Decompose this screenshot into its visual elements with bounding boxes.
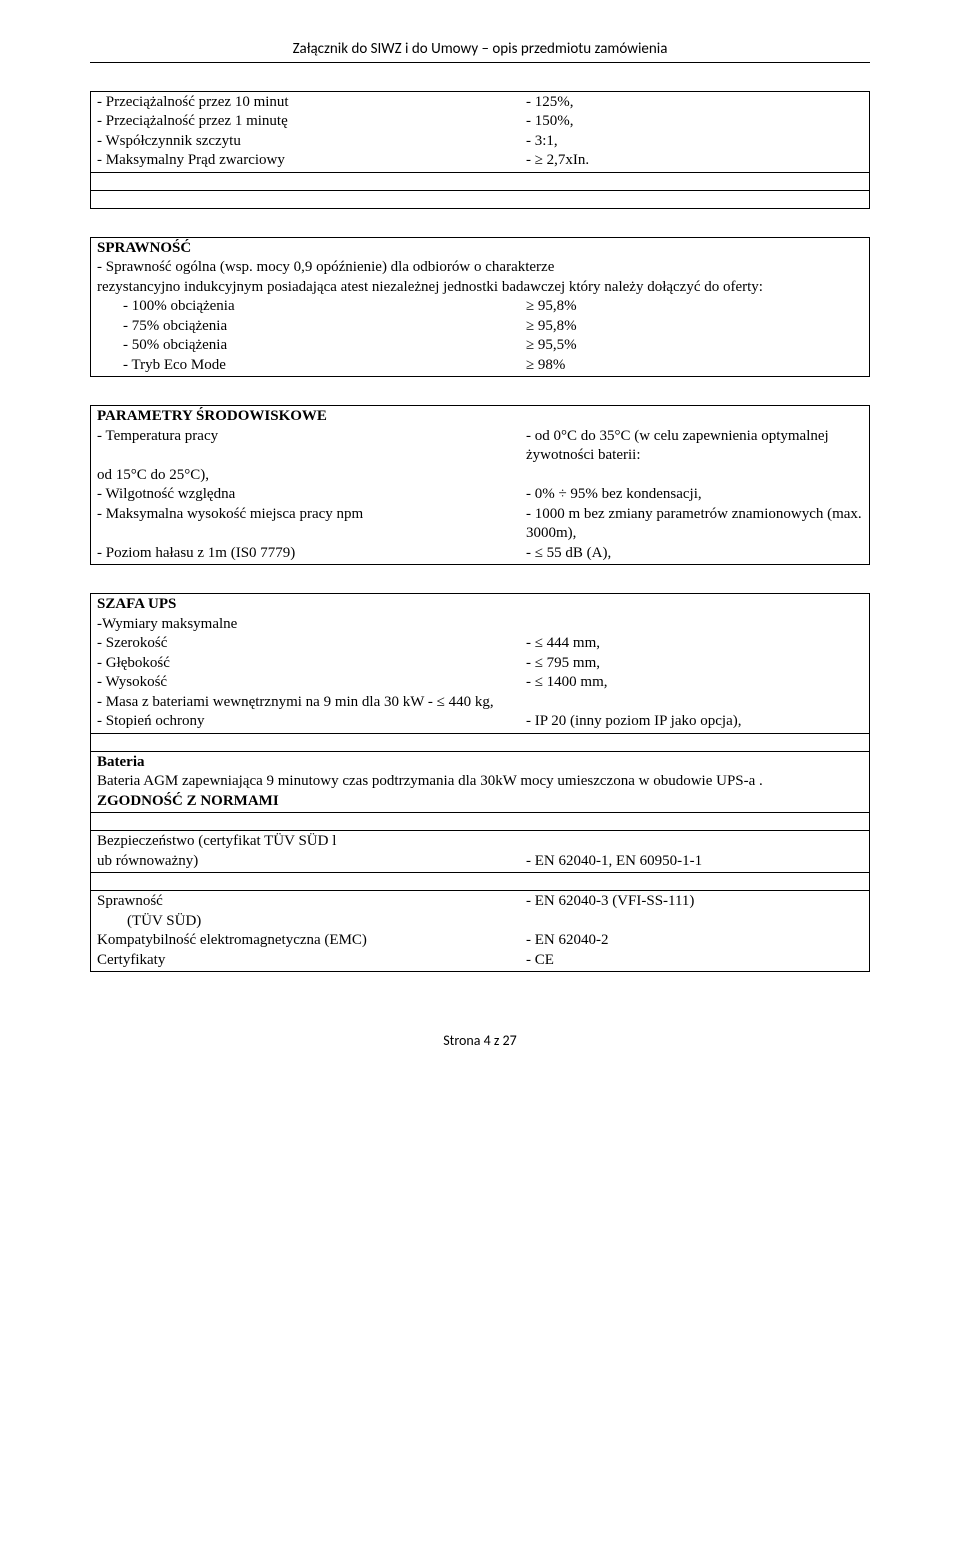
param-value: - ≥ 2,7xIn. bbox=[526, 151, 863, 171]
empty-cell bbox=[91, 873, 870, 891]
ups-cabinet-table: SZAFA UPS -Wymiary maksymalne - Szerokoś… bbox=[90, 593, 870, 972]
table-row bbox=[91, 733, 870, 751]
safety-value: - EN 62040-1, EN 60950-1-1 bbox=[526, 852, 863, 872]
empty-cell bbox=[91, 172, 870, 190]
param-sub: (TÜV SÜD) bbox=[97, 912, 863, 932]
section-heading: Bateria bbox=[97, 753, 863, 773]
param-value: - 1000 m bez zmiany parametrów znamionow… bbox=[526, 505, 863, 544]
section-heading: PARAMETRY ŚRODOWISKOWE bbox=[97, 407, 863, 427]
table-row: PARAMETRY ŚRODOWISKOWE - Temperatura pra… bbox=[91, 406, 870, 565]
param-label: - Temperatura pracy bbox=[97, 427, 526, 466]
table-row: - Przeciążalność przez 10 minut - 125%, … bbox=[91, 91, 870, 172]
page-footer: Strona 4 z 27 bbox=[90, 1032, 870, 1050]
param-label: od 15°C do 25°C), bbox=[97, 466, 863, 486]
param-value: - od 0°C do 35°C (w celu zapewnienia opt… bbox=[526, 427, 863, 466]
safety-label: ub równoważny) bbox=[97, 852, 526, 872]
param-value: - 150%, bbox=[526, 112, 863, 132]
param-label: - Wysokość bbox=[97, 673, 526, 693]
param-label: - Maksymalna wysokość miejsca pracy npm bbox=[97, 505, 526, 544]
param-label: Certyfikaty bbox=[97, 951, 526, 971]
table-row: Bateria Bateria AGM zapewniająca 9 minut… bbox=[91, 751, 870, 813]
efficiency-table: SPRAWNOŚĆ - Sprawność ogólna (wsp. mocy … bbox=[90, 237, 870, 378]
section-heading: ZGODNOŚĆ Z NORMAMI bbox=[97, 792, 863, 812]
param-label: - Poziom hałasu z 1m (IS0 7779) bbox=[97, 544, 526, 564]
param-value: ≥ 95,8% bbox=[526, 317, 863, 337]
param-label: - Szerokość bbox=[97, 634, 526, 654]
param-row: - Masa z bateriami wewnętrznymi na 9 min… bbox=[97, 693, 863, 713]
param-value: - CE bbox=[526, 951, 863, 971]
param-label: - Wilgotność względna bbox=[97, 485, 526, 505]
intro-text: rezystancyjno indukcyjnym posiadająca at… bbox=[97, 278, 863, 298]
param-label: - Głębokość bbox=[97, 654, 526, 674]
table-row bbox=[91, 190, 870, 208]
section-heading: SZAFA UPS bbox=[97, 595, 863, 615]
param-value: - ≤ 1400 mm, bbox=[526, 673, 863, 693]
param-label: - Przeciążalność przez 10 minut bbox=[97, 93, 526, 113]
environment-table: PARAMETRY ŚRODOWISKOWE - Temperatura pra… bbox=[90, 405, 870, 565]
param-label: - Współczynnik szczytu bbox=[97, 132, 526, 152]
param-label: - 100% obciążenia bbox=[97, 297, 526, 317]
empty-cell bbox=[91, 190, 870, 208]
param-label: Kompatybilność elektromagnetyczna (EMC) bbox=[97, 931, 526, 951]
param-label: - Tryb Eco Mode bbox=[97, 356, 526, 376]
param-label: - Maksymalny Prąd zwarciowy bbox=[97, 151, 526, 171]
param-value: - EN 62040-2 bbox=[526, 931, 863, 951]
param-label: Sprawność bbox=[97, 892, 526, 912]
param-value: - 0% ÷ 95% bez kondensacji, bbox=[526, 485, 863, 505]
sub-heading: -Wymiary maksymalne bbox=[97, 615, 863, 635]
param-value: - ≤ 444 mm, bbox=[526, 634, 863, 654]
param-label: - Stopień ochrony bbox=[97, 712, 526, 732]
page-header: Załącznik do SIWZ i do Umowy – opis prze… bbox=[90, 40, 870, 63]
overload-table: - Przeciążalność przez 10 minut - 125%, … bbox=[90, 91, 870, 209]
safety-label: Bezpieczeństwo (certyfikat TÜV SÜD l bbox=[97, 832, 863, 852]
empty-cell bbox=[91, 733, 870, 751]
param-value: - 3:1, bbox=[526, 132, 863, 152]
table-row bbox=[91, 813, 870, 831]
param-value: - EN 62040-3 (VFI-SS-111) bbox=[526, 892, 863, 912]
param-value: ≥ 98% bbox=[526, 356, 863, 376]
param-value: - ≤ 795 mm, bbox=[526, 654, 863, 674]
empty-cell bbox=[91, 813, 870, 831]
param-value: - ≤ 55 dB (A), bbox=[526, 544, 863, 564]
section-heading: SPRAWNOŚĆ bbox=[97, 239, 863, 259]
battery-text: Bateria AGM zapewniająca 9 minutowy czas… bbox=[97, 772, 863, 792]
param-value: ≥ 95,8% bbox=[526, 297, 863, 317]
param-value: - 125%, bbox=[526, 93, 863, 113]
table-row: Bezpieczeństwo (certyfikat TÜV SÜD l ub … bbox=[91, 831, 870, 873]
table-row bbox=[91, 873, 870, 891]
param-label: - 75% obciążenia bbox=[97, 317, 526, 337]
table-row: Sprawność - EN 62040-3 (VFI-SS-111) (TÜV… bbox=[91, 891, 870, 972]
table-row: SZAFA UPS -Wymiary maksymalne - Szerokoś… bbox=[91, 594, 870, 734]
param-label: - 50% obciążenia bbox=[97, 336, 526, 356]
intro-text: - Sprawność ogólna (wsp. mocy 0,9 opóźni… bbox=[97, 258, 863, 278]
param-label: - Przeciążalność przez 1 minutę bbox=[97, 112, 526, 132]
table-row: SPRAWNOŚĆ - Sprawność ogólna (wsp. mocy … bbox=[91, 237, 870, 377]
param-value: ≥ 95,5% bbox=[526, 336, 863, 356]
table-row bbox=[91, 172, 870, 190]
param-value: - IP 20 (inny poziom IP jako opcja), bbox=[526, 712, 863, 732]
